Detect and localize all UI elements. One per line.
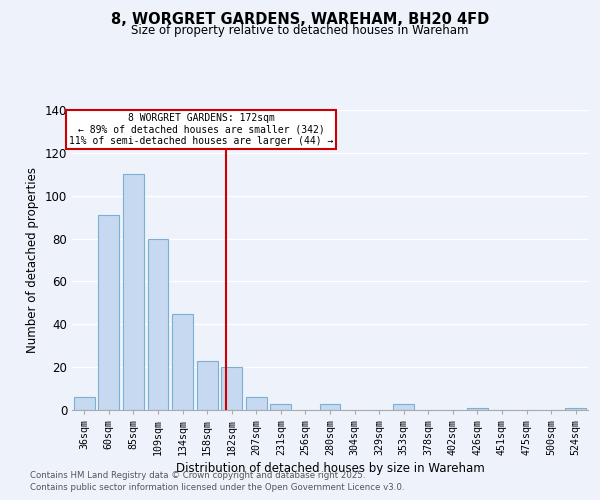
Bar xyxy=(246,397,267,410)
Bar xyxy=(74,397,95,410)
Bar xyxy=(172,314,193,410)
Bar xyxy=(271,404,292,410)
X-axis label: Distribution of detached houses by size in Wareham: Distribution of detached houses by size … xyxy=(176,462,484,475)
Y-axis label: Number of detached properties: Number of detached properties xyxy=(26,167,39,353)
Bar xyxy=(221,367,242,410)
Bar xyxy=(123,174,144,410)
Bar xyxy=(393,404,414,410)
Text: 8 WORGRET GARDENS: 172sqm
← 89% of detached houses are smaller (342)
11% of semi: 8 WORGRET GARDENS: 172sqm ← 89% of detac… xyxy=(69,113,333,146)
Text: 8, WORGRET GARDENS, WAREHAM, BH20 4FD: 8, WORGRET GARDENS, WAREHAM, BH20 4FD xyxy=(111,12,489,28)
Bar xyxy=(467,408,488,410)
Bar xyxy=(148,238,169,410)
Text: Size of property relative to detached houses in Wareham: Size of property relative to detached ho… xyxy=(131,24,469,37)
Bar xyxy=(197,360,218,410)
Text: Contains public sector information licensed under the Open Government Licence v3: Contains public sector information licen… xyxy=(30,484,404,492)
Bar xyxy=(98,215,119,410)
Text: Contains HM Land Registry data © Crown copyright and database right 2025.: Contains HM Land Registry data © Crown c… xyxy=(30,471,365,480)
Bar xyxy=(565,408,586,410)
Bar xyxy=(320,404,340,410)
